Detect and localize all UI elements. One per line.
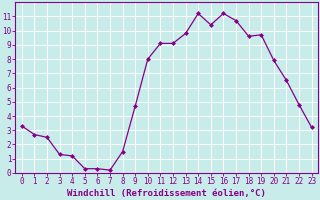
X-axis label: Windchill (Refroidissement éolien,°C): Windchill (Refroidissement éolien,°C)	[67, 189, 266, 198]
